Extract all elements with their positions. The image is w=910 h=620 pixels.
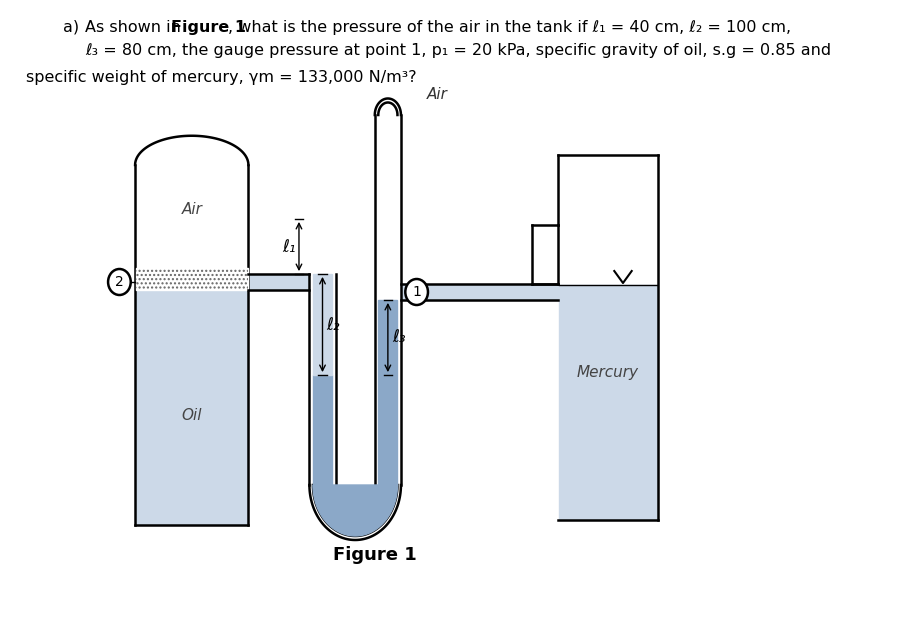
Bar [136,268,248,290]
Text: , what is the pressure of the air in the tank if ℓ₁ = 40 cm, ℓ₂ = 100 cm,: , what is the pressure of the air in the… [228,20,792,35]
Bar [401,284,558,300]
Bar [248,274,309,290]
Polygon shape [313,485,398,536]
Text: ℓ₂: ℓ₂ [326,316,339,334]
Circle shape [108,269,131,295]
Text: Oil: Oil [181,407,202,422]
Text: 1: 1 [412,285,421,299]
Text: Figure 1: Figure 1 [171,20,246,35]
Text: specific weight of mercury, γm = 133,000 N/m³?: specific weight of mercury, γm = 133,000… [26,70,417,85]
Text: Figure 1: Figure 1 [333,546,417,564]
Text: Air: Air [427,87,448,102]
Circle shape [405,279,428,305]
Text: ℓ₃: ℓ₃ [392,329,406,347]
Text: a): a) [63,20,79,35]
Text: ℓ₃ = 80 cm, the gauge pressure at point 1, p₁ = 20 kPa, specific gravity of oil,: ℓ₃ = 80 cm, the gauge pressure at point … [86,43,832,58]
Text: Mercury: Mercury [577,365,639,380]
Bar [313,375,332,485]
Text: ℓ₁: ℓ₁ [282,237,296,255]
Text: As shown in: As shown in [86,20,187,35]
Bar [559,285,657,520]
Bar [379,300,398,485]
Bar [136,290,248,525]
Bar [313,274,332,375]
Text: 2: 2 [115,275,124,289]
Bar [136,268,248,290]
Text: Air: Air [181,203,202,218]
